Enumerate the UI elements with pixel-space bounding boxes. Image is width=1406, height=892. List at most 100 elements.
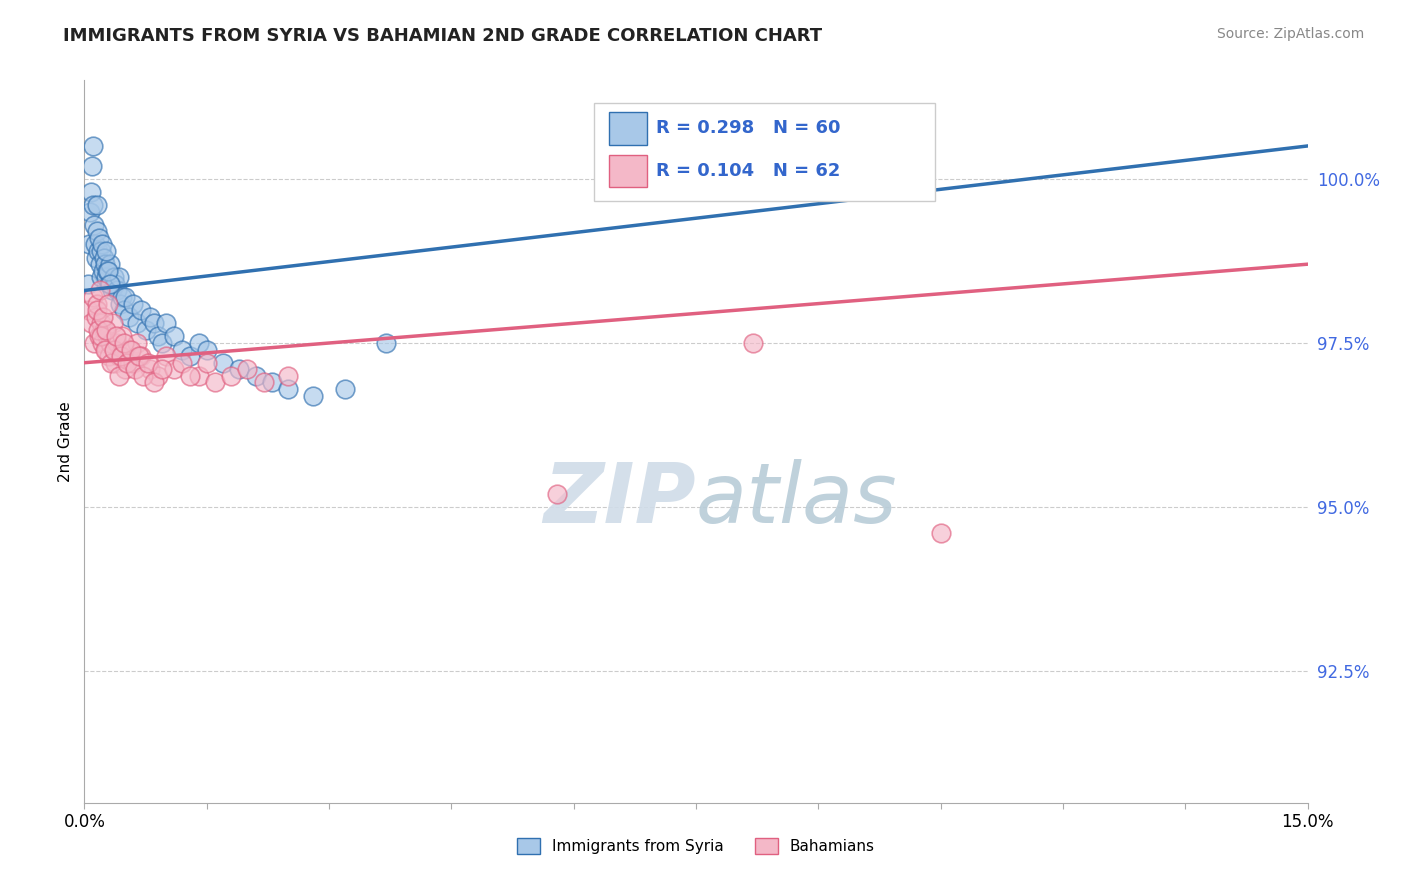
Point xyxy=(172,343,194,357)
Point xyxy=(96,264,118,278)
Point xyxy=(87,244,110,258)
Point xyxy=(155,316,177,330)
Point xyxy=(929,526,952,541)
Point xyxy=(122,296,145,310)
Point xyxy=(146,329,169,343)
Point xyxy=(150,362,173,376)
Point xyxy=(260,376,283,390)
Point xyxy=(120,343,142,357)
Point xyxy=(135,323,157,337)
Point xyxy=(150,336,173,351)
Point xyxy=(100,336,122,351)
Point xyxy=(97,277,120,291)
Point xyxy=(107,368,129,383)
Point xyxy=(131,349,153,363)
Point xyxy=(142,316,165,330)
Point xyxy=(100,257,122,271)
Point xyxy=(277,382,299,396)
Point xyxy=(82,290,104,304)
Point xyxy=(87,323,110,337)
Point xyxy=(98,277,121,291)
Point xyxy=(172,356,194,370)
Point xyxy=(195,343,218,357)
Point xyxy=(253,376,276,390)
Point xyxy=(90,329,112,343)
Point xyxy=(90,244,112,258)
Point xyxy=(80,159,103,173)
Point xyxy=(335,382,357,396)
Point xyxy=(101,284,124,298)
Point xyxy=(546,487,568,501)
Point xyxy=(93,257,115,271)
Point xyxy=(122,356,145,370)
Y-axis label: 2nd Grade: 2nd Grade xyxy=(58,401,73,482)
Point xyxy=(96,270,118,285)
Point xyxy=(138,362,160,376)
Point xyxy=(86,198,108,212)
Point xyxy=(91,336,114,351)
Point xyxy=(277,368,299,383)
Point xyxy=(104,356,127,370)
Point xyxy=(86,224,108,238)
Point xyxy=(97,296,120,310)
Point xyxy=(90,270,112,285)
Point xyxy=(105,336,128,351)
Point xyxy=(105,284,128,298)
Point xyxy=(187,336,209,351)
Point xyxy=(179,349,201,363)
Point xyxy=(146,368,169,383)
Point xyxy=(132,368,155,383)
Point xyxy=(112,336,135,351)
Point xyxy=(89,257,111,271)
Point xyxy=(105,329,128,343)
Point xyxy=(742,336,765,351)
Point xyxy=(375,336,398,351)
Point xyxy=(138,310,160,324)
Point xyxy=(127,336,149,351)
Point xyxy=(136,356,159,370)
Point xyxy=(110,349,132,363)
Point xyxy=(103,343,125,357)
Point xyxy=(111,329,134,343)
Point xyxy=(83,336,105,351)
Point xyxy=(82,139,104,153)
Point xyxy=(204,376,226,390)
Point xyxy=(80,185,103,199)
Point xyxy=(79,204,101,219)
Point xyxy=(94,343,117,357)
Point xyxy=(100,356,122,370)
Point xyxy=(84,251,107,265)
Point xyxy=(245,368,267,383)
Point xyxy=(97,349,120,363)
Point xyxy=(163,362,186,376)
Point xyxy=(77,277,100,291)
Point xyxy=(87,329,110,343)
Point xyxy=(114,290,136,304)
Point xyxy=(91,310,114,324)
Point xyxy=(124,362,146,376)
Point xyxy=(219,368,242,383)
Point xyxy=(114,362,136,376)
Point xyxy=(301,388,323,402)
Point xyxy=(96,323,118,337)
Point xyxy=(118,343,141,357)
Point xyxy=(94,244,117,258)
Point xyxy=(86,296,108,310)
Text: atlas: atlas xyxy=(696,458,897,540)
Point xyxy=(84,310,107,324)
Point xyxy=(236,362,259,376)
Point xyxy=(82,198,104,212)
Point xyxy=(77,237,100,252)
Point xyxy=(93,323,115,337)
Point xyxy=(155,349,177,363)
Point xyxy=(104,277,127,291)
Point xyxy=(115,356,138,370)
Point xyxy=(127,316,149,330)
Point xyxy=(195,356,218,370)
Point xyxy=(80,316,103,330)
Point xyxy=(93,251,115,265)
Point xyxy=(84,237,107,252)
Legend: Immigrants from Syria, Bahamians: Immigrants from Syria, Bahamians xyxy=(510,832,882,860)
Point xyxy=(187,368,209,383)
Point xyxy=(91,237,114,252)
